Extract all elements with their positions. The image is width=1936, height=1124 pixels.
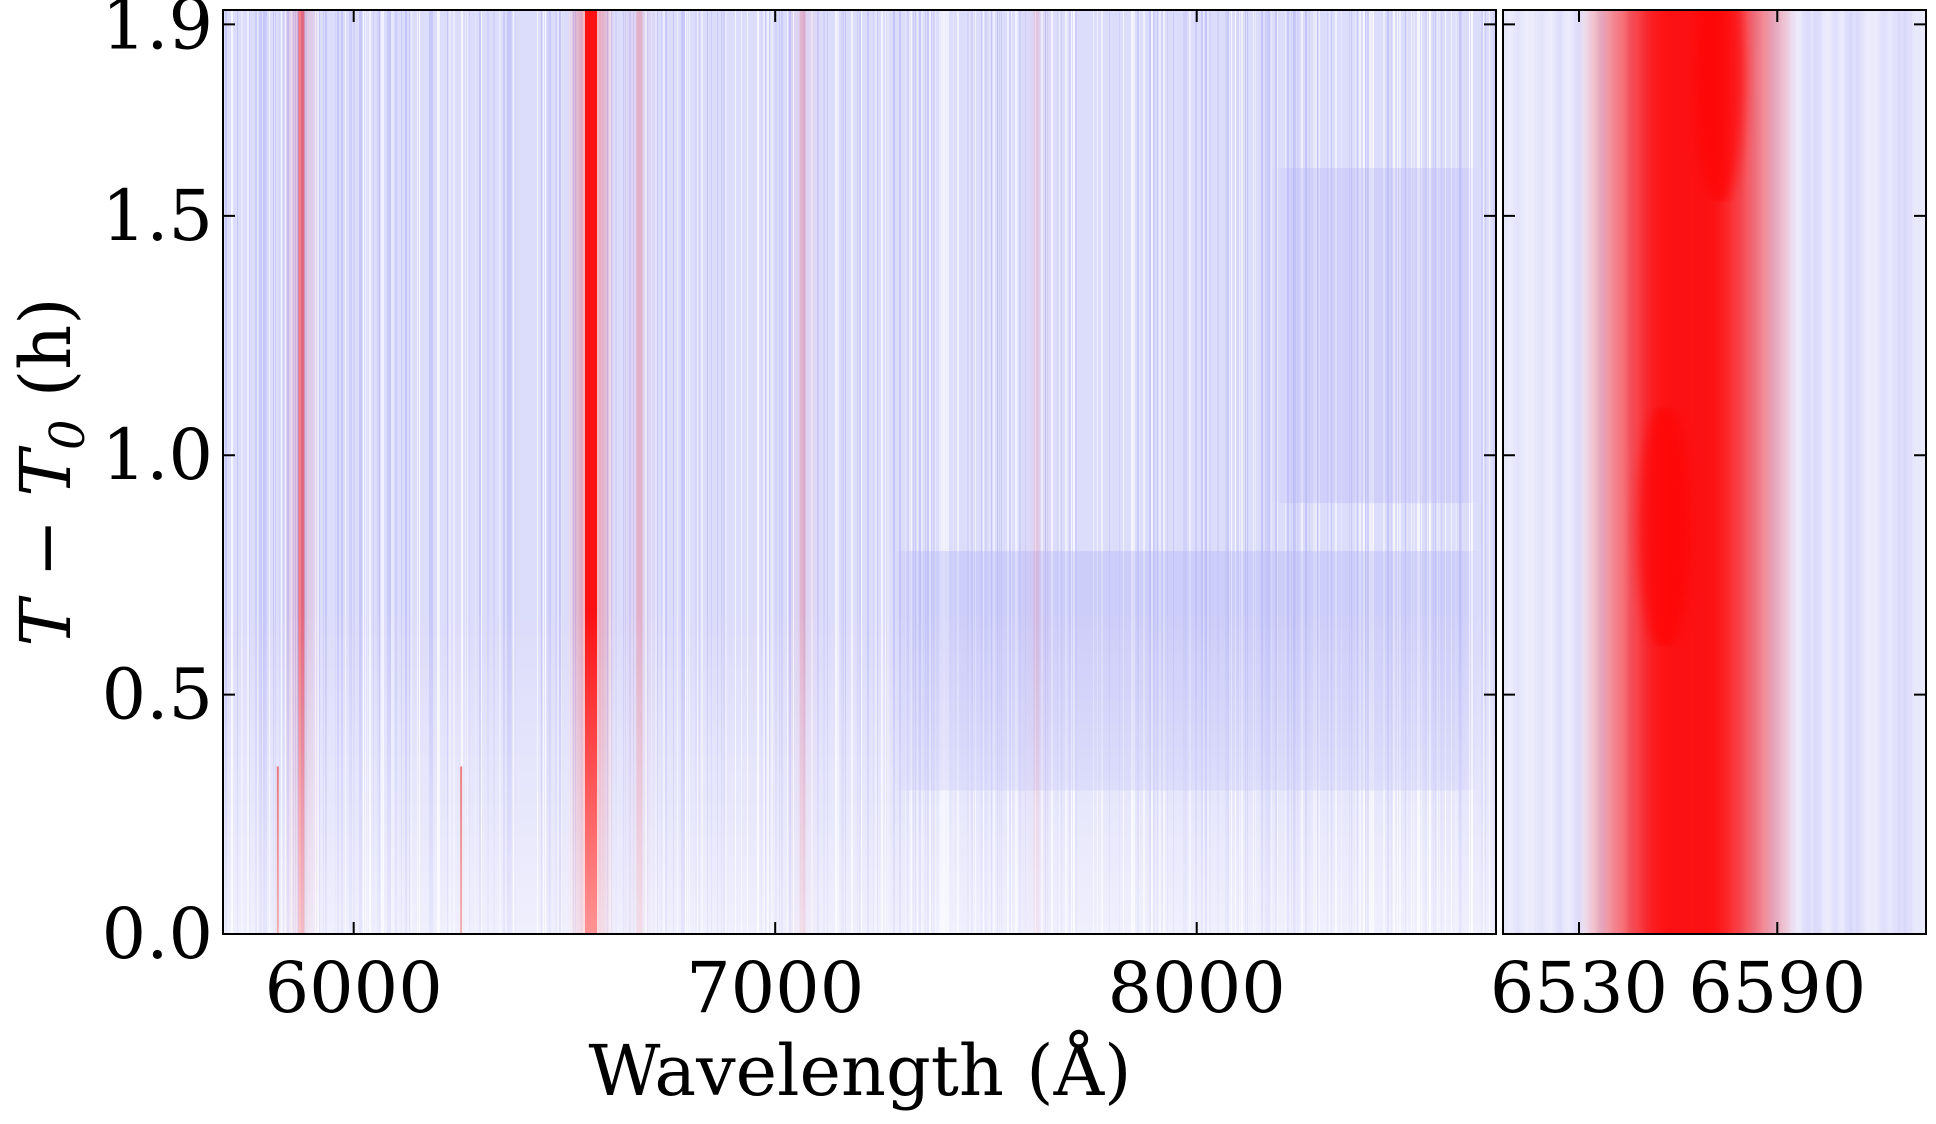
- zoom-stripe: [1857, 10, 1863, 934]
- zoom-stripe: [1539, 10, 1545, 934]
- zoom-stripe: [1797, 10, 1803, 934]
- zoom-x-tick-label: 6590: [1688, 947, 1866, 1029]
- main-y-ticks: 0.0 0.5 1.0 1.5 1.9: [102, 0, 1496, 975]
- zoom-panel: 6530 6590: [1490, 9, 1927, 1029]
- y-axis-title-main: T − T: [5, 446, 87, 647]
- zoom-stripe: [1863, 10, 1869, 934]
- zoom-stripe: [1869, 10, 1875, 934]
- zoom-stripe: [1521, 10, 1527, 934]
- zoom-stripe: [1563, 10, 1569, 934]
- y-tick-label: 1.9: [102, 0, 213, 65]
- zoom-panel-frame: [1502, 9, 1927, 935]
- zoom-stripe: [1917, 10, 1923, 934]
- zoom-stripe: [1533, 10, 1539, 934]
- main-panel: 6000 7000 8000 0.0 0.5 1.0 1.5 1.9: [102, 0, 1497, 1029]
- main-heatmap-fade: [223, 10, 1496, 934]
- halpha-core-mid: [1638, 407, 1691, 648]
- zoom-stripe: [1515, 10, 1521, 934]
- zoom-stripe: [1839, 10, 1845, 934]
- zoom-stripe: [1905, 10, 1911, 934]
- zoom-x-ticks: 6530 6590: [1490, 10, 1866, 1029]
- zoom-stripe: [1833, 10, 1839, 934]
- zoom-stripe: [1893, 10, 1899, 934]
- svg-text:T − T0 (h): T − T0 (h): [5, 297, 96, 646]
- zoom-stripe: [1911, 10, 1917, 934]
- zoom-stripe: [1923, 10, 1926, 934]
- zoom-x-tick-label: 6530: [1490, 947, 1668, 1029]
- zoom-stripe: [1551, 10, 1557, 934]
- y-axis-title-unit: (h): [5, 297, 87, 419]
- zoom-stripe: [1509, 10, 1515, 934]
- zoom-halpha-line: [1588, 10, 1789, 934]
- zoom-stripe: [1809, 10, 1815, 934]
- zoom-heatmap: [1503, 10, 1926, 934]
- zoom-stripe: [1827, 10, 1833, 934]
- y-tick-label: 0.0: [102, 893, 213, 975]
- zoom-stripe: [1803, 10, 1809, 934]
- zoom-stripe: [1503, 10, 1509, 934]
- zoom-stripe: [1887, 10, 1893, 934]
- x-tick-label: 7000: [686, 947, 864, 1029]
- zoom-y-ticks: [1503, 23, 1926, 935]
- zoom-stripe: [1815, 10, 1821, 934]
- zoom-stripe: [1821, 10, 1827, 934]
- x-axis-title: Wavelength (Å): [589, 1030, 1132, 1112]
- y-tick-label: 1.5: [102, 175, 213, 257]
- y-tick-label: 1.0: [102, 414, 213, 496]
- zoom-stripe: [1791, 10, 1797, 934]
- zoom-stripe: [1851, 10, 1857, 934]
- main-heatmap: [223, 10, 1496, 934]
- halpha-core-top: [1696, 10, 1745, 203]
- zoom-stripe: [1845, 10, 1851, 934]
- zoom-stripe: [1581, 10, 1587, 934]
- x-tick-label: 6000: [265, 947, 443, 1029]
- y-axis-title-subscript: 0: [40, 419, 96, 450]
- zoom-stripe: [1881, 10, 1887, 934]
- x-tick-label: 8000: [1108, 947, 1286, 1029]
- zoom-stripe: [1899, 10, 1905, 934]
- main-x-ticks: 6000 7000 8000: [265, 10, 1286, 1029]
- y-axis-title: T − T0 (h): [5, 297, 96, 646]
- main-panel-frame: [222, 9, 1497, 935]
- y-tick-label: 0.5: [102, 654, 213, 736]
- zoom-stripe: [1527, 10, 1533, 934]
- zoom-stripe: [1569, 10, 1575, 934]
- zoom-stripe: [1875, 10, 1881, 934]
- zoom-stripe: [1545, 10, 1551, 934]
- zoom-stripe: [1575, 10, 1581, 934]
- zoom-stripe: [1557, 10, 1563, 934]
